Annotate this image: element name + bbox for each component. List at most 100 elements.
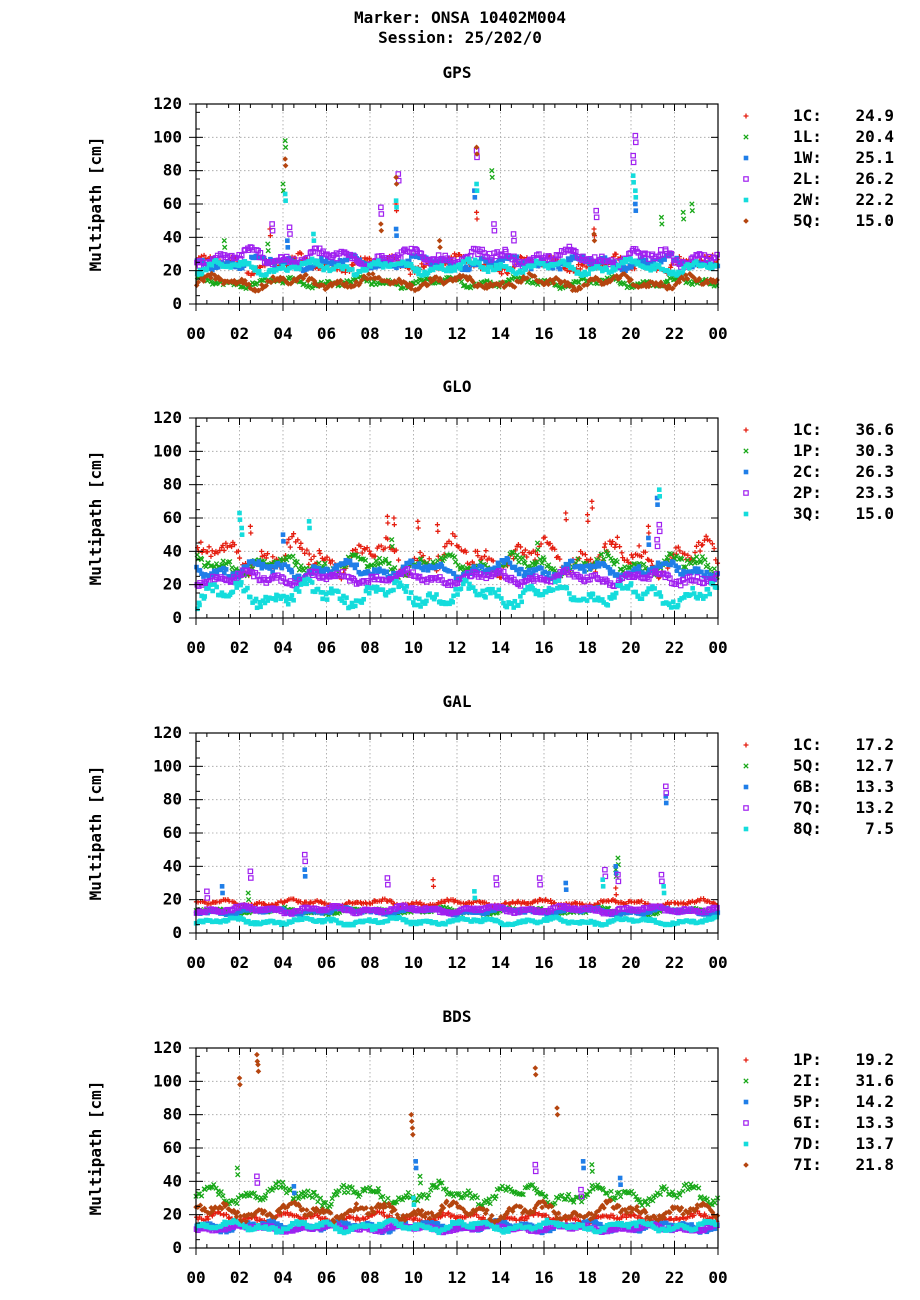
data-point-spike: [389, 543, 395, 549]
data-point: [550, 265, 556, 271]
data-point: [628, 256, 633, 262]
data-point: [458, 262, 464, 267]
data-point: [238, 276, 245, 283]
data-point: [484, 278, 490, 284]
data-point-spike: [394, 233, 399, 238]
data-point: [485, 269, 491, 274]
data-point: [445, 258, 451, 264]
data-point: [279, 261, 284, 266]
data-point: [331, 280, 337, 286]
data-point: [417, 550, 423, 556]
data-point: [380, 265, 386, 270]
data-point: [336, 279, 342, 286]
data-point: [212, 276, 219, 282]
data-point: [493, 262, 499, 268]
data-point: [329, 283, 335, 289]
data-point: [287, 544, 293, 550]
data-point: [454, 274, 460, 281]
data-point: [492, 267, 498, 272]
legend: 1C: 36.61P: 30.32C: 26.32P: 23.33Q: 15.0: [743, 420, 894, 523]
data-point: [707, 591, 713, 597]
data-point: [484, 285, 490, 291]
data-point: [626, 250, 632, 257]
data-point: [543, 589, 549, 595]
data-point: [441, 267, 447, 273]
data-point: [396, 557, 402, 563]
data-point: [340, 260, 346, 265]
data-point: [208, 278, 214, 285]
x-tick-label: 16: [534, 638, 553, 657]
data-point: [347, 558, 353, 564]
data-point-spike: [680, 216, 687, 222]
data-point-spike: [534, 540, 541, 546]
x-tick-label: 08: [360, 324, 379, 343]
data-point: [416, 271, 421, 277]
data-point: [258, 282, 265, 288]
data-point: [296, 589, 302, 594]
y-tick-label: 60: [163, 508, 182, 527]
data-point: [237, 555, 243, 561]
y-tick-label: 0: [172, 294, 182, 313]
data-point: [622, 564, 628, 570]
legend-label: 2P:: [793, 483, 822, 502]
data-point: [481, 250, 487, 256]
data-point-spike: [510, 231, 517, 237]
data-point-spike: [430, 877, 436, 883]
data-point: [385, 278, 392, 285]
data-point-spike: [591, 231, 597, 237]
x-tick-label: 18: [578, 324, 597, 343]
series-3q: [195, 487, 720, 612]
data-point: [656, 262, 662, 268]
data-point: [690, 585, 695, 591]
data-point: [658, 259, 664, 265]
data-point-spike: [491, 221, 497, 227]
data-point: [378, 543, 384, 549]
data-point: [354, 272, 360, 277]
data-point: [605, 602, 611, 608]
data-point: [329, 258, 335, 264]
data-point-spike: [247, 523, 253, 529]
data-point: [297, 266, 302, 271]
data-point: [306, 551, 312, 557]
data-point: [409, 558, 415, 564]
data-point-spike: [267, 233, 273, 239]
data-point: [391, 278, 398, 284]
data-point: [571, 266, 577, 272]
data-point: [641, 251, 647, 258]
data-point: [612, 595, 617, 600]
data-point: [606, 270, 612, 275]
data-point-spike: [219, 884, 225, 889]
legend-value: 23.3: [855, 483, 894, 502]
data-point: [591, 277, 598, 283]
data-point: [550, 587, 556, 593]
data-point: [392, 262, 397, 268]
data-point: [613, 590, 619, 596]
data-point-spike: [472, 195, 478, 200]
data-point: [317, 550, 323, 556]
data-point: [198, 539, 204, 545]
data-point: [215, 264, 221, 270]
data-point-spike: [591, 226, 597, 232]
data-point: [487, 280, 494, 287]
data-point-spike: [655, 502, 660, 507]
data-point: [517, 268, 523, 274]
x-tick-label: 10: [404, 638, 423, 657]
data-point: [489, 258, 495, 263]
data-point-spike: [657, 494, 663, 499]
data-point: [582, 269, 588, 275]
data-point-spike: [245, 890, 251, 896]
data-point: [289, 265, 295, 270]
data-point: [310, 263, 316, 269]
data-point: [577, 285, 584, 292]
data-point-spike: [535, 547, 541, 553]
data-point: [604, 280, 611, 286]
legend-label: 1C:: [793, 106, 822, 125]
data-point: [602, 541, 608, 547]
data-point: [541, 260, 546, 266]
data-point-spike: [493, 875, 499, 881]
data-point: [676, 565, 681, 570]
data-point: [568, 257, 574, 263]
data-point-spike: [658, 214, 665, 220]
legend-value: 15.0: [855, 504, 894, 523]
data-point: [200, 547, 206, 553]
